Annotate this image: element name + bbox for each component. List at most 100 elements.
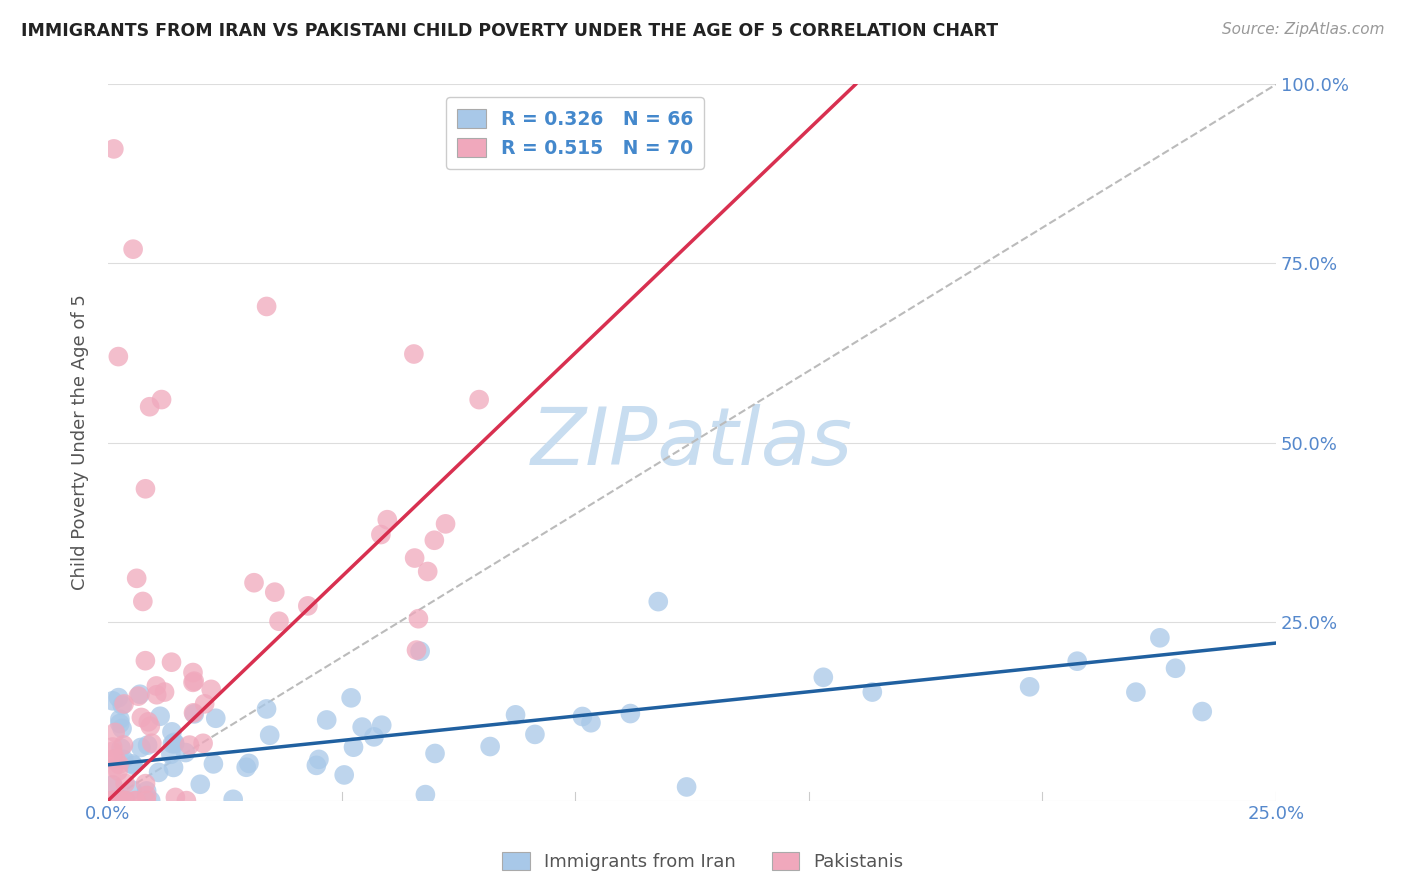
Point (1125, 685, 1147, 699)
Point (1066, 654, 1088, 668)
Point (191, 736, 214, 750)
Point (122, 758, 145, 772)
Point (1164, 661, 1187, 675)
Point (107, 794, 129, 808)
Point (101, 739, 124, 754)
Point (200, 682, 222, 697)
Point (188, 777, 211, 791)
Point (405, 643, 427, 657)
Point (134, 654, 156, 668)
Point (416, 565, 439, 579)
Text: Source: ZipAtlas.com: Source: ZipAtlas.com (1222, 22, 1385, 37)
Point (112, 752, 135, 766)
Point (112, 738, 135, 752)
Point (132, 594, 155, 608)
Point (163, 737, 186, 751)
Point (619, 706, 641, 721)
Point (101, 778, 124, 792)
Point (104, 752, 127, 766)
Point (121, 756, 143, 771)
Point (423, 533, 446, 548)
Point (149, 709, 172, 723)
Point (267, 614, 290, 628)
Legend: Immigrants from Iran, Pakistanis: Immigrants from Iran, Pakistanis (495, 845, 911, 879)
Point (107, 690, 129, 705)
Legend: R = 0.326   N = 66, R = 0.515   N = 70: R = 0.326 N = 66, R = 0.515 N = 70 (446, 97, 704, 169)
Point (297, 599, 319, 613)
Point (148, 765, 170, 780)
Point (114, 776, 136, 790)
Text: IMMIGRANTS FROM IRAN VS PAKISTANI CHILD POVERTY UNDER THE AGE OF 5 CORRELATION C: IMMIGRANTS FROM IRAN VS PAKISTANI CHILD … (21, 22, 998, 40)
Point (183, 706, 205, 721)
Point (141, 736, 163, 750)
Point (129, 687, 152, 701)
Point (263, 585, 285, 599)
Point (108, 716, 131, 731)
Point (101, 794, 124, 808)
Point (107, 350, 129, 364)
Point (101, 794, 124, 808)
Point (135, 784, 157, 798)
Point (127, 689, 149, 703)
Point (404, 551, 426, 566)
Point (333, 768, 356, 782)
Point (375, 513, 398, 527)
Point (176, 794, 198, 808)
Point (1191, 705, 1213, 719)
Text: ZIPatlas: ZIPatlas (531, 403, 853, 482)
Point (129, 740, 152, 755)
Point (415, 788, 437, 802)
Point (101, 752, 124, 766)
Point (138, 400, 160, 414)
Point (813, 670, 835, 684)
Point (111, 722, 134, 736)
Point (103, 142, 125, 156)
Point (342, 740, 364, 755)
Point (183, 706, 205, 720)
Point (204, 711, 226, 725)
Point (256, 300, 278, 314)
Point (134, 482, 156, 496)
Point (183, 674, 205, 689)
Point (579, 715, 602, 730)
Point (340, 690, 363, 705)
Point (101, 793, 124, 807)
Point (479, 739, 502, 754)
Point (305, 758, 328, 772)
Point (363, 730, 385, 744)
Point (139, 719, 162, 733)
Point (259, 728, 281, 742)
Point (408, 612, 430, 626)
Point (181, 665, 204, 680)
Point (256, 702, 278, 716)
Point (136, 714, 159, 729)
Point (107, 794, 129, 808)
Point (571, 709, 593, 723)
Point (150, 392, 173, 407)
Point (409, 644, 432, 658)
Point (243, 575, 266, 590)
Point (136, 738, 159, 752)
Point (181, 675, 204, 690)
Point (163, 735, 186, 749)
Point (139, 794, 162, 808)
Point (145, 688, 167, 702)
Point (235, 760, 257, 774)
Point (121, 783, 143, 797)
Point (122, 242, 145, 256)
Point (647, 594, 669, 608)
Point (308, 752, 330, 766)
Point (370, 527, 392, 541)
Point (222, 792, 245, 806)
Point (101, 778, 124, 792)
Point (174, 746, 197, 760)
Point (160, 655, 183, 669)
Point (179, 738, 201, 752)
Point (125, 794, 148, 808)
Point (468, 392, 491, 407)
Point (434, 516, 457, 531)
Point (111, 698, 134, 712)
Point (315, 713, 337, 727)
Point (202, 756, 225, 771)
Point (675, 780, 697, 794)
